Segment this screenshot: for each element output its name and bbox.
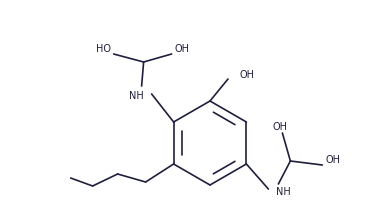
Text: OH: OH xyxy=(240,70,255,80)
Text: HO: HO xyxy=(96,44,111,54)
Text: OH: OH xyxy=(273,122,288,132)
Text: NH: NH xyxy=(276,187,291,197)
Text: NH: NH xyxy=(129,91,144,101)
Text: OH: OH xyxy=(175,44,190,54)
Text: OH: OH xyxy=(325,155,340,165)
